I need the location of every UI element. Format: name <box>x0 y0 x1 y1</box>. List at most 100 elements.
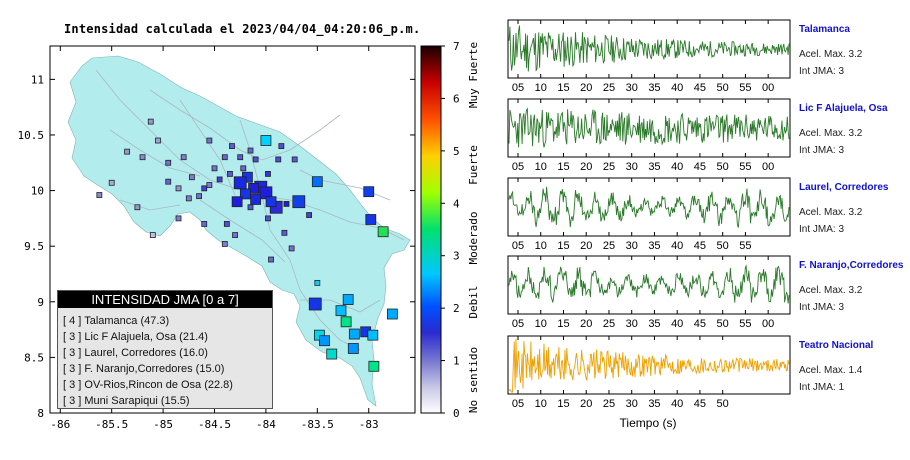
y-tick-label: 9.5 <box>24 240 44 253</box>
waveform-tick-label: 15 <box>557 318 569 330</box>
colorbar-tick-label: 1 <box>453 355 460 368</box>
station-marker <box>319 335 330 347</box>
y-tick-label: 8 <box>37 407 44 420</box>
legend-row: [ 3 ] Laurel, Corredores (16.0) <box>63 347 208 359</box>
station-marker <box>223 221 230 227</box>
station-marker <box>275 156 282 163</box>
waveform-tick-label: 05 <box>512 82 524 94</box>
waveform-panel: 05 10 15 20 25 30 35 40 45 50 <box>507 335 791 410</box>
waveform-tick-label: 25 <box>603 318 615 330</box>
road-line <box>109 129 201 177</box>
x-tick-label: -86 <box>50 418 70 431</box>
waveform-tick-label: 25 <box>603 398 615 410</box>
waveform-tick-label: 00 <box>762 82 774 94</box>
colorbar-tick-label: 5 <box>453 145 460 158</box>
max-acceleration: Acel. Max. 3.2 <box>799 207 863 218</box>
station-marker <box>206 137 213 144</box>
x-tick-label: -85 <box>153 418 173 431</box>
map-title: Intensidad calculada el 2023/04/04_04:20… <box>64 22 421 36</box>
station-title: Talamanca <box>799 24 850 35</box>
station-marker <box>229 143 235 149</box>
station-marker <box>292 195 306 209</box>
station-marker <box>134 204 141 211</box>
jma-intensity: Int JMA: 1 <box>799 382 845 393</box>
x-tick-label: -85.5 <box>95 418 128 431</box>
station-marker <box>291 156 298 163</box>
waveform-panels: 05 10 15 20 25 30 35 40 45 50 55 00 05 10 15 20 25 30 35 40… <box>507 19 791 430</box>
waveform-tick-label: 30 <box>626 82 638 94</box>
colorbar-tick-label: 0 <box>453 407 460 420</box>
y-tick-label: 11 <box>31 73 44 86</box>
station-marker <box>250 194 262 205</box>
station-marker <box>201 221 208 227</box>
road-network <box>95 69 405 351</box>
colorbar-category-label: No sentido <box>467 347 480 413</box>
waveform-tick-label: 05 <box>512 318 524 330</box>
waveform-tick-label: 50 <box>717 398 729 410</box>
waveform-panel: 05 10 15 20 25 30 35 40 45 50 55 <box>507 177 791 252</box>
waveform-tick-label: 45 <box>694 398 706 410</box>
x-tick-label: -83.5 <box>301 418 334 431</box>
colorbar-tick-label: 3 <box>453 250 460 263</box>
colorbar-tick-label: 7 <box>453 40 460 53</box>
waveform-tick-label: 50 <box>717 240 729 252</box>
waveform-panel: 05 10 15 20 25 30 35 40 45 50 55 00 <box>507 19 791 94</box>
map-axis-ticks: -86 -85.5 -85 -84.5 -84 -83.5 -83 11 10.5 10 9.5 9 8… <box>18 46 415 431</box>
jma-intensity: Int JMA: 3 <box>799 145 845 156</box>
legend-row: [ 3 ] Muni Sarapiqui (15.5) <box>63 395 190 407</box>
max-acceleration: Acel. Max. 1.4 <box>799 365 863 376</box>
station-marker <box>165 159 172 166</box>
station-marker <box>206 182 213 188</box>
legend-row: [ 3 ] OV-Rios,Rincon de Osa (22.8) <box>63 379 233 391</box>
station-marker <box>196 193 202 200</box>
station-marker <box>211 165 218 172</box>
land-polygon <box>67 55 411 407</box>
x-tick-label: -83 <box>359 418 379 431</box>
station-title: F. Naranjo,Corredores <box>799 260 904 271</box>
waveform-tick-label: 30 <box>626 318 638 330</box>
max-acceleration: Acel. Max. 3.2 <box>799 128 863 139</box>
waveform-tick-label: 10 <box>535 398 547 410</box>
station-marker <box>386 308 398 320</box>
colorbar-ticks: 0 1 2 3 4 5 6 7 <box>441 40 460 420</box>
road-line <box>261 195 361 351</box>
station-marker <box>265 215 271 222</box>
waveform-tick-label: 35 <box>648 240 660 252</box>
x-tick-label: -84.5 <box>198 418 231 431</box>
waveform-tick-label: 55 <box>739 82 751 94</box>
waveform-tick-label: 15 <box>557 161 569 173</box>
station-marker <box>240 165 247 172</box>
station-marker <box>139 154 146 161</box>
colorbar-category-label: Fuerte <box>467 145 480 185</box>
waveform-xlabel: Tiempo (s) <box>620 416 677 430</box>
station-marker <box>314 279 321 286</box>
waveform-trace <box>508 264 790 304</box>
waveform-tick-label: 15 <box>557 240 569 252</box>
station-marker <box>247 204 254 211</box>
waveform-tick-label: 20 <box>580 82 592 94</box>
waveform-tick-label: 20 <box>580 240 592 252</box>
station-marker <box>231 196 243 208</box>
station-marker <box>348 328 360 340</box>
waveform-tick-label: 40 <box>671 318 683 330</box>
station-title: Lic F Alajuela, Osa <box>799 103 888 114</box>
station-marker <box>368 360 380 372</box>
waveform-tick-label: 05 <box>512 161 524 173</box>
station-marker <box>281 229 288 236</box>
road-line <box>199 199 286 263</box>
waveform-tick-label: 40 <box>671 161 683 173</box>
waveform-tick-label: 35 <box>648 398 660 410</box>
x-tick-label: -84 <box>256 418 276 431</box>
station-marker <box>239 188 251 200</box>
station-marker <box>201 185 208 192</box>
station-marker <box>124 148 131 155</box>
jma-intensity: Int JMA: 3 <box>799 224 845 235</box>
waveform-tick-label: 20 <box>580 318 592 330</box>
legend-row: [ 3 ] F. Naranjo,Corredores (15.0) <box>63 363 225 375</box>
waveform-tick-label: 10 <box>535 318 547 330</box>
waveform-tick-label: 35 <box>648 318 660 330</box>
station-marker <box>365 214 377 225</box>
waveform-tick-label: 45 <box>694 161 706 173</box>
legend-row: [ 3 ] Lic F Alajuela, Osa (21.4) <box>63 331 208 343</box>
